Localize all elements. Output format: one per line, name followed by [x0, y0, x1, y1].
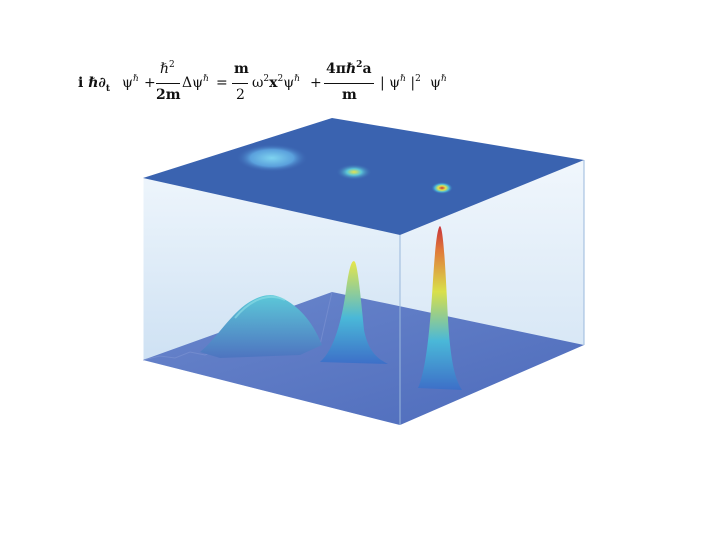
eq-abs-open: | — [380, 75, 385, 91]
eq-psi-3: ψ — [389, 75, 401, 91]
narrow-peak — [418, 226, 462, 390]
eq-frac3-num: 4πℏ2a — [326, 60, 372, 77]
eq-delta-psi: Δψℏ — [182, 74, 209, 91]
eq-plus-2: + — [310, 75, 322, 91]
eq-x: x — [269, 75, 278, 91]
eq-frac3-sup: 2 — [356, 60, 363, 70]
eq-frac1-bar — [156, 83, 180, 84]
top-spot-broad — [236, 144, 308, 172]
eq-psi-sup-2: ℏ — [203, 74, 209, 84]
eq-omega: ω — [252, 75, 264, 91]
medium-peak — [320, 261, 388, 364]
eq-i-hbar-d: i ℏ∂ — [78, 75, 106, 91]
eq-psi-1: ψℏ — [122, 74, 139, 91]
eq-final-psi: ψℏ — [430, 74, 447, 91]
eq-4pi-hbar: 4πℏ — [326, 61, 357, 77]
eq-psi-symbol: ψ — [122, 75, 133, 91]
eq-sub-t: t — [105, 84, 111, 94]
eq-x-sq: 2 — [277, 74, 284, 84]
eq-sup-2: 2 — [169, 60, 175, 70]
eq-frac3-bar — [324, 83, 374, 84]
eq-psi-2: ψ — [283, 75, 295, 91]
eq-abs-close: | — [410, 75, 416, 91]
eq-abs-psi-sq: | ψℏ |2 — [380, 74, 421, 91]
top-spot-narrow — [431, 182, 453, 194]
eq-frac2-den: 2 — [236, 87, 245, 103]
gross-pitaevskii-equation: i ℏ∂t ψℏ + ℏ2 2m Δψℏ = m 2 ω2x2ψℏ + 4πℏ2… — [78, 60, 458, 108]
eq-plus-1: + — [144, 75, 156, 91]
eq-frac3-den: m — [342, 87, 357, 103]
eq-a: a — [362, 61, 372, 77]
eq-frac1-num: ℏ2 — [160, 60, 175, 77]
eq-frac1-den: 2m — [156, 87, 181, 103]
broad-peak — [200, 295, 322, 358]
eq-abs-sq: 2 — [415, 74, 421, 84]
eq-frac2-bar — [232, 83, 248, 84]
eq-omega-x-psi: ω2x2ψℏ — [252, 74, 301, 91]
top-spot-medium — [336, 164, 372, 180]
broad-peak-highlight — [234, 295, 286, 319]
eq-equals: = — [216, 75, 228, 91]
eq-hbar: ℏ — [160, 61, 170, 77]
eq-psi-4: ψ — [430, 75, 441, 91]
eq-frac2-num: m — [234, 61, 249, 77]
eq-psi-sup-3: ℏ — [294, 74, 301, 84]
eq-i-hbar-dt: i ℏ∂t — [78, 75, 110, 94]
eq-psi-sup: ℏ — [132, 74, 139, 84]
eq-omega-sq: 2 — [263, 74, 270, 84]
eq-psi-sup-4: ℏ — [400, 74, 406, 84]
eq-psi-sup-5: ℏ — [440, 74, 447, 84]
eq-delta-psi-text: Δψ — [182, 75, 204, 91]
